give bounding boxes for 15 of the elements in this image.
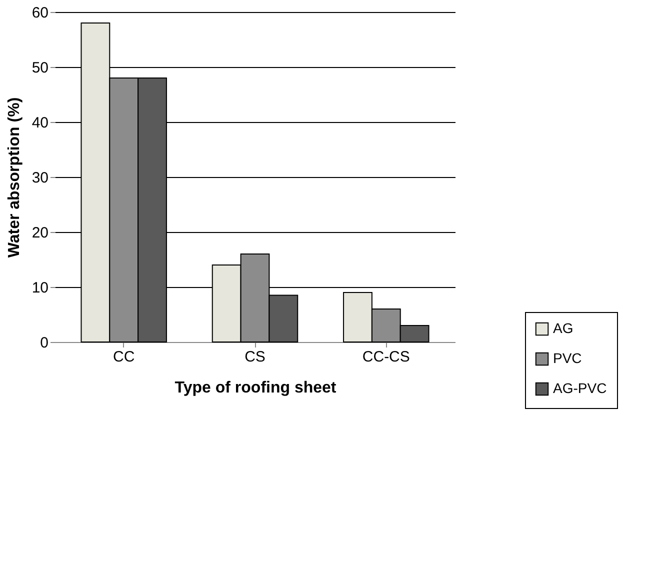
x-tick-label: CC-CS: [362, 348, 410, 366]
x-axis-title: Type of roofing sheet: [174, 380, 337, 396]
y-tick-label: 20: [32, 224, 48, 242]
x-tick-label: CS: [244, 348, 266, 366]
y-tick-label: 0: [40, 334, 48, 352]
y-tick-label: 30: [32, 170, 48, 186]
y-axis-title: Water absorption (%): [6, 97, 23, 258]
legend-label: AG-PVC: [553, 380, 607, 396]
y-tick-label: 50: [32, 60, 48, 76]
y-tick-label: 60: [32, 4, 48, 22]
legend-label: AG: [553, 320, 574, 336]
y-tick-label: 10: [32, 280, 48, 296]
x-tick-label: CC: [113, 348, 135, 366]
y-tick-label: 40: [32, 114, 48, 132]
legend-label: PVC: [553, 350, 582, 366]
